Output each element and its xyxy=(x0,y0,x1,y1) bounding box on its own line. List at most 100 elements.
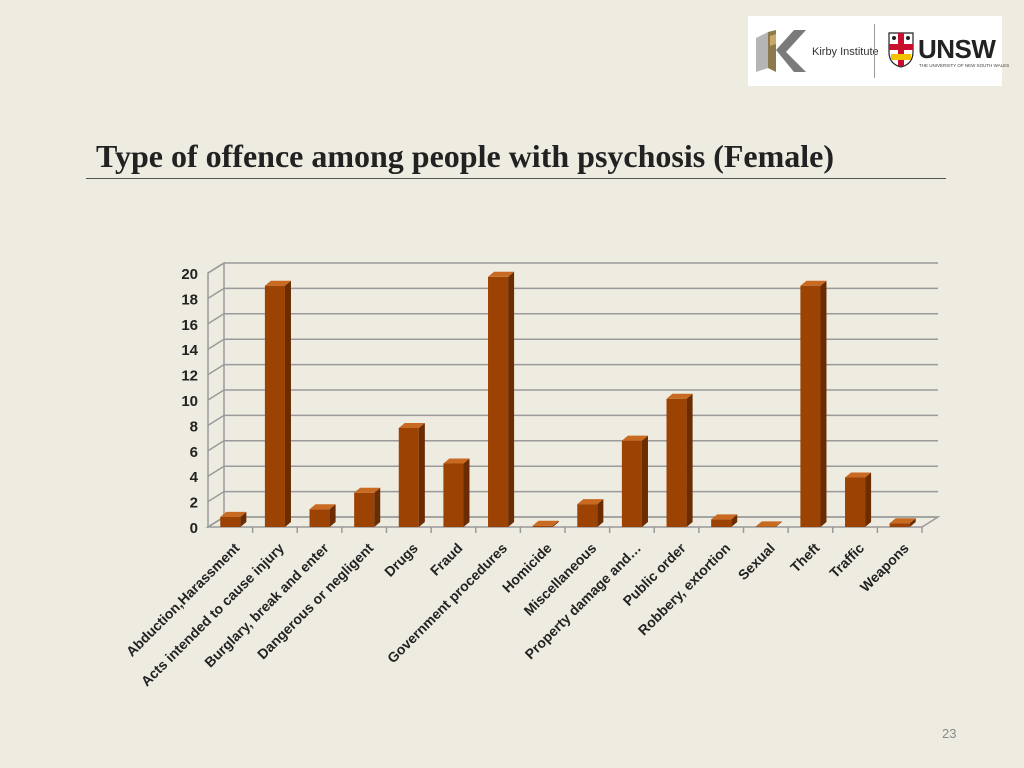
gridline-depth xyxy=(207,440,225,452)
bar-side xyxy=(508,271,515,527)
bar-top xyxy=(755,521,782,527)
bar-top xyxy=(354,487,381,493)
kirby-logo-icon xyxy=(756,30,806,72)
y-tick-label: 18 xyxy=(181,291,198,308)
bar-top xyxy=(711,514,738,520)
bar-side xyxy=(597,499,604,527)
bar xyxy=(264,280,291,527)
bar xyxy=(443,458,470,527)
bar-top xyxy=(577,499,604,505)
y-tick-label: 8 xyxy=(190,418,198,435)
bar-front xyxy=(621,440,642,527)
bar-front xyxy=(889,523,910,527)
y-tick-label: 14 xyxy=(181,342,198,359)
bar-side xyxy=(686,393,693,527)
x-tick-label: Theft xyxy=(787,540,823,576)
gridline-depth xyxy=(207,313,225,325)
bar-side xyxy=(240,511,247,527)
bar xyxy=(621,435,648,527)
x-tick-label: Sexual xyxy=(735,540,778,583)
gridline-depth xyxy=(207,262,225,274)
bar xyxy=(488,271,515,527)
bar-front xyxy=(532,525,553,527)
unsw-tagline: THE UNIVERSITY OF NEW SOUTH WALES xyxy=(919,63,1010,68)
gridline-depth xyxy=(207,287,225,300)
title-underline xyxy=(86,178,946,179)
x-tick-label: Traffic xyxy=(826,540,867,581)
bar-front xyxy=(800,285,821,527)
bar-side xyxy=(552,520,559,527)
y-tick-label: 4 xyxy=(190,469,199,486)
page-number: 23 xyxy=(942,726,957,741)
bar-front xyxy=(488,276,509,527)
bar-side xyxy=(909,518,916,527)
y-tick-label: 16 xyxy=(181,317,198,334)
bar-side xyxy=(731,514,738,527)
unsw-logo-text: UNSW xyxy=(918,34,996,64)
bar-side xyxy=(418,422,425,527)
bar-front xyxy=(220,516,241,527)
bar-front xyxy=(264,285,285,527)
kirby-logo-text: Kirby Institute xyxy=(812,46,879,58)
bar-side xyxy=(284,280,291,527)
x-tick-label: Fraud xyxy=(427,540,466,579)
bar-front xyxy=(443,463,464,527)
bar-front xyxy=(755,526,776,527)
bar-side xyxy=(865,472,872,527)
bar xyxy=(711,514,738,527)
bar-top xyxy=(309,504,336,510)
bar xyxy=(800,280,827,527)
bar-top xyxy=(666,393,693,399)
logo-divider xyxy=(874,24,875,78)
bar-top xyxy=(532,520,559,526)
bar-front xyxy=(354,492,375,527)
bar xyxy=(666,393,693,527)
bar-top xyxy=(398,422,425,428)
x-tick-label: Drugs xyxy=(381,540,421,580)
gridline-depth xyxy=(207,490,225,503)
bar xyxy=(309,504,336,527)
gridline-depth xyxy=(207,389,225,401)
bar xyxy=(889,518,916,527)
bar-top xyxy=(845,472,872,478)
bar-top xyxy=(443,458,470,464)
bar-top xyxy=(264,280,291,286)
bar xyxy=(532,520,559,527)
logo-panel: Kirby Institute UNSW THE UNIVERSITY OF N… xyxy=(748,16,1009,86)
bar-front xyxy=(309,509,330,527)
bar xyxy=(845,472,872,527)
y-tick-label: 0 xyxy=(190,520,198,537)
bar-front xyxy=(577,504,598,527)
bar-front xyxy=(398,427,419,527)
gridline-depth xyxy=(207,465,225,477)
bar-top xyxy=(889,518,916,524)
bar-side xyxy=(775,521,782,527)
bar xyxy=(354,487,381,527)
gridline-depth xyxy=(207,363,225,376)
y-tick-label: 20 xyxy=(181,266,198,283)
bar-top xyxy=(621,435,648,441)
x-tick-label: Weapons xyxy=(857,540,912,595)
bar-top xyxy=(800,280,827,286)
unsw-crest-icon xyxy=(888,32,914,68)
y-tick-label: 6 xyxy=(190,444,198,461)
bar-front xyxy=(845,477,866,527)
bar-front xyxy=(666,398,687,527)
bar-top xyxy=(488,271,515,277)
bar xyxy=(577,499,604,527)
bar-top xyxy=(220,511,247,517)
bar-side xyxy=(641,435,648,527)
bar-side xyxy=(820,280,827,527)
page-title: Type of offence among people with psycho… xyxy=(96,138,834,174)
bar-front xyxy=(711,519,732,527)
gridline-depth xyxy=(207,414,225,427)
y-tick-label: 10 xyxy=(181,393,198,410)
bar-side xyxy=(463,458,470,527)
bar-side xyxy=(329,504,336,527)
bar xyxy=(220,511,247,527)
bar xyxy=(398,422,425,527)
y-tick-label: 12 xyxy=(181,368,198,385)
bar xyxy=(755,521,782,527)
bar-side xyxy=(374,487,381,527)
